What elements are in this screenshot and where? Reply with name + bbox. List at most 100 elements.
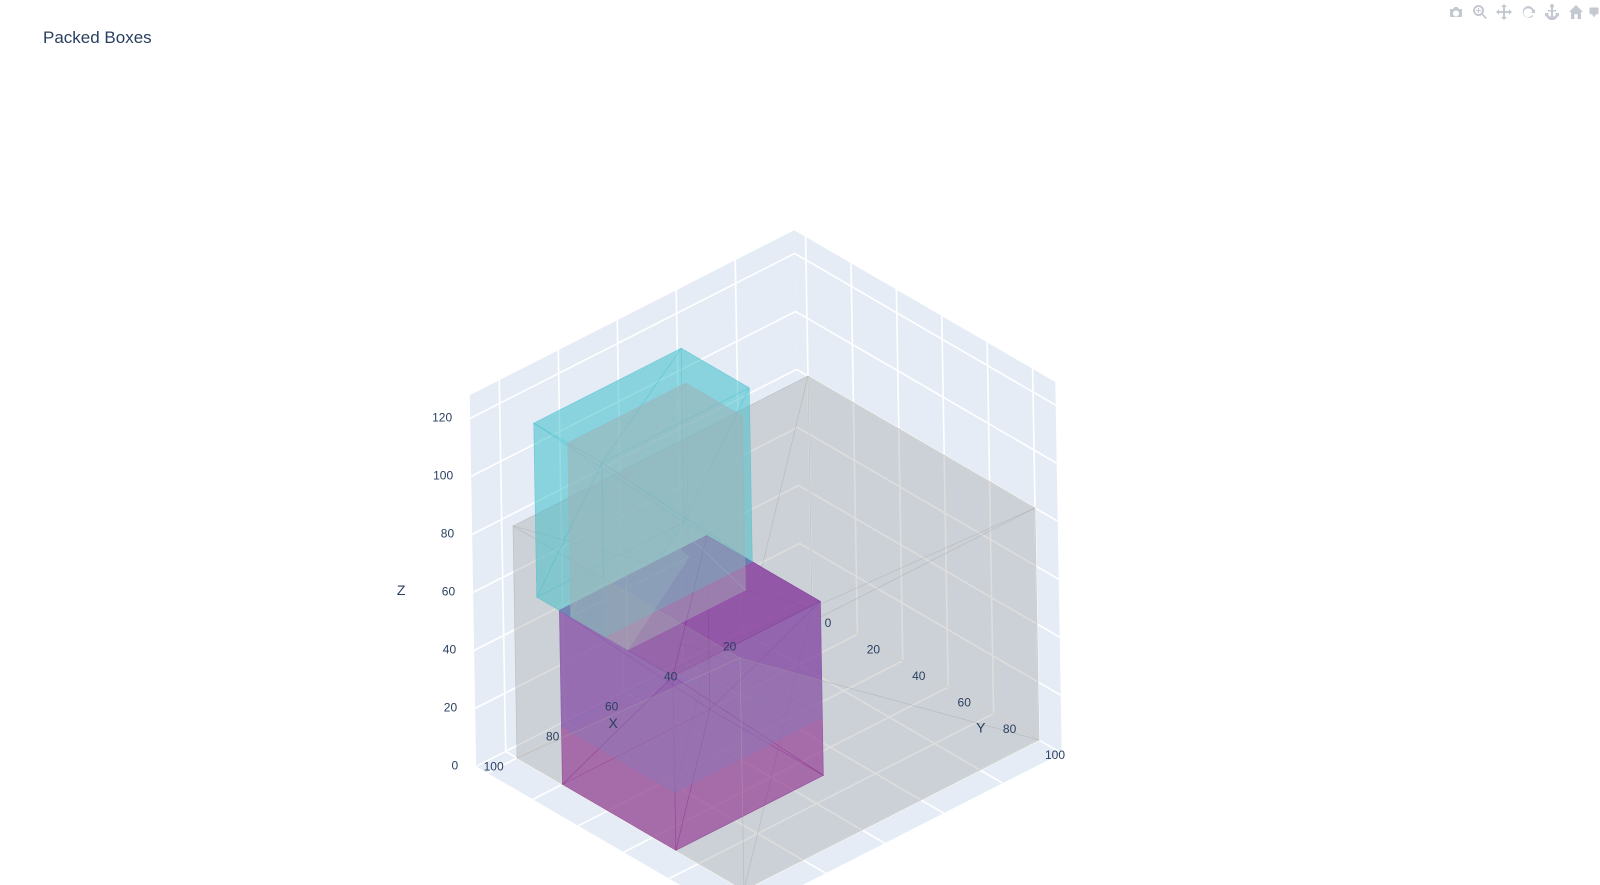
camera-icon[interactable]	[1444, 2, 1468, 22]
grid-z-wall-xz	[475, 600, 802, 768]
mesh-1-triangle[interactable]	[672, 676, 824, 793]
mesh-3-triangle[interactable]	[536, 462, 606, 638]
zoom-icon[interactable]	[1468, 2, 1492, 22]
mesh-0-triangle[interactable]	[811, 507, 1040, 741]
grid-z-wall-yz	[799, 542, 1062, 696]
mesh-3-triangle[interactable]	[533, 347, 685, 523]
home-icon[interactable]	[1564, 2, 1588, 22]
mesh-3-triangle[interactable]	[533, 422, 685, 598]
y-tick-label: 40	[912, 669, 926, 683]
mesh-2-triangle[interactable]	[558, 534, 708, 677]
grid-z-wall-xz	[470, 310, 797, 478]
mesh-1-triangle[interactable]	[559, 610, 710, 727]
grid-z-wall-yz	[796, 368, 1059, 522]
mesh-3-triangle[interactable]	[601, 347, 750, 464]
y-tick-label: 80	[1003, 722, 1017, 736]
mesh-0-triangle[interactable]	[512, 375, 809, 659]
mesh-1-triangle[interactable]	[560, 675, 676, 793]
mesh-4-triangle[interactable]	[623, 382, 744, 477]
mesh-3-triangle[interactable]	[533, 422, 603, 598]
mesh-1-triangle[interactable]	[672, 534, 822, 677]
mesh-4-triangle[interactable]	[685, 382, 743, 558]
mesh-4-triangle[interactable]	[567, 382, 690, 558]
mesh-3-triangle[interactable]	[533, 347, 682, 464]
y-tick-label: 60	[958, 695, 972, 709]
grid-y-wall	[1031, 368, 1040, 741]
grid-y-wall	[850, 263, 859, 635]
mesh-0-triangle[interactable]	[516, 607, 813, 885]
mesh-0-triangle[interactable]	[512, 375, 813, 609]
wall-floor	[476, 601, 1062, 885]
grid-y-floor	[623, 686, 949, 853]
mesh-4-triangle[interactable]	[567, 442, 625, 618]
y-tick-label: 20	[867, 643, 881, 657]
mesh-0-triangle[interactable]	[739, 375, 1036, 659]
mesh-4-triangle[interactable]	[567, 382, 687, 477]
turntable-rotation-icon[interactable]	[1540, 2, 1564, 22]
mesh-1-triangle[interactable]	[674, 650, 824, 793]
mesh-3-triangle[interactable]	[601, 462, 753, 638]
hover-icon[interactable]	[1588, 2, 1600, 22]
wall-xz	[469, 230, 801, 767]
mesh-4-triangle[interactable]	[624, 475, 747, 651]
z-tick-label: 60	[442, 585, 456, 599]
grid-x-floor	[682, 660, 945, 814]
mesh-4-triangle[interactable]	[567, 442, 690, 618]
mesh-4-triangle[interactable]	[623, 415, 746, 591]
mesh-0-triangle[interactable]	[516, 657, 745, 885]
grid-z-wall-yz	[798, 484, 1061, 638]
mesh-1-triangle[interactable]	[558, 534, 710, 652]
mesh-1-triangle[interactable]	[558, 534, 708, 677]
z-tick-label: 20	[444, 701, 458, 715]
y-axis-title: Y	[976, 719, 986, 735]
mesh-2-triangle[interactable]	[672, 600, 824, 776]
mesh-0-triangle[interactable]	[739, 657, 1040, 885]
grid-y-wall	[895, 289, 904, 661]
mesh-2-triangle[interactable]	[709, 600, 824, 776]
grid-x-wall	[675, 290, 684, 662]
mesh-1-triangle[interactable]	[706, 534, 822, 652]
mesh-3-triangle[interactable]	[604, 521, 753, 638]
mesh-group	[512, 347, 1040, 885]
mesh-3-triangle[interactable]	[536, 521, 685, 638]
grid-z-wall-xz	[471, 368, 798, 536]
mesh-2-triangle[interactable]	[706, 534, 821, 711]
mesh-1-triangle[interactable]	[560, 650, 710, 793]
pan-icon[interactable]	[1492, 2, 1516, 22]
mesh-4-triangle[interactable]	[688, 415, 746, 591]
mesh-3-triangle[interactable]	[680, 347, 750, 523]
mesh-0-triangle[interactable]	[512, 525, 741, 759]
mesh-2-triangle[interactable]	[559, 609, 711, 785]
axis-walls	[469, 230, 1062, 885]
mesh-0-triangle[interactable]	[744, 607, 1040, 885]
mesh-1-triangle[interactable]	[559, 609, 674, 727]
mesh-2-triangle[interactable]	[672, 534, 822, 677]
grid-y-floor	[668, 712, 994, 880]
mesh-4-triangle[interactable]	[570, 556, 690, 651]
mesh-0-triangle[interactable]	[807, 375, 1036, 609]
x-axis-title: X	[608, 715, 618, 731]
grid-z-wall-xz	[473, 484, 800, 652]
mesh-2-triangle[interactable]	[559, 609, 674, 786]
x-tick-label: 40	[664, 670, 678, 684]
mesh-2-triangle[interactable]	[561, 675, 677, 851]
mesh-0-triangle[interactable]	[739, 507, 1040, 741]
y-tick-label: 0	[825, 616, 832, 630]
orbit-rotation-icon[interactable]	[1516, 2, 1540, 22]
x-tick-label: 20	[723, 640, 737, 654]
mesh-4-triangle[interactable]	[626, 556, 747, 651]
mesh-2-triangle[interactable]	[558, 534, 711, 710]
wall-yz	[794, 230, 1062, 754]
mesh-2-triangle[interactable]	[672, 675, 824, 851]
mesh-3-triangle[interactable]	[601, 387, 753, 563]
mesh-2-triangle[interactable]	[675, 708, 825, 851]
mesh-3-triangle[interactable]	[683, 387, 753, 563]
mesh-1-triangle[interactable]	[672, 600, 823, 718]
grid-z-wall-yz	[795, 310, 1058, 464]
mesh-0-triangle[interactable]	[512, 525, 813, 759]
grid-y-floor	[487, 607, 813, 774]
mesh-4-triangle[interactable]	[570, 475, 628, 651]
mesh-2-triangle[interactable]	[561, 708, 711, 851]
mesh-1-triangle[interactable]	[708, 600, 823, 718]
